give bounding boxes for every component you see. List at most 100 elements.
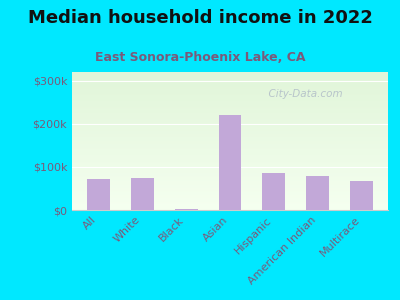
Bar bbox=[72, 151, 388, 152]
Bar bbox=[72, 129, 388, 130]
Bar bbox=[72, 189, 388, 191]
Bar bbox=[72, 75, 388, 76]
Bar bbox=[72, 167, 388, 169]
Bar bbox=[72, 196, 388, 198]
Bar bbox=[72, 148, 388, 149]
Bar bbox=[72, 206, 388, 207]
Bar bbox=[72, 79, 388, 80]
Bar bbox=[72, 164, 388, 166]
Bar bbox=[72, 133, 388, 134]
Bar bbox=[72, 169, 388, 170]
Bar bbox=[72, 184, 388, 185]
Bar bbox=[72, 106, 388, 108]
Bar bbox=[72, 100, 388, 101]
Bar bbox=[72, 178, 388, 180]
Bar bbox=[72, 90, 388, 91]
Bar bbox=[72, 194, 388, 195]
Bar bbox=[72, 88, 388, 90]
Bar bbox=[72, 94, 388, 95]
Bar bbox=[72, 87, 388, 88]
Bar bbox=[350, 181, 373, 210]
Bar bbox=[72, 145, 388, 146]
Bar bbox=[72, 177, 388, 178]
Bar bbox=[87, 179, 110, 210]
Bar bbox=[72, 185, 388, 187]
Bar bbox=[218, 115, 242, 210]
Bar bbox=[72, 192, 388, 194]
Bar bbox=[72, 199, 388, 200]
Bar bbox=[72, 97, 388, 98]
Bar bbox=[72, 187, 388, 188]
Bar bbox=[72, 104, 388, 105]
Bar bbox=[72, 131, 388, 133]
Bar bbox=[72, 166, 388, 167]
Bar bbox=[72, 176, 388, 177]
Bar bbox=[72, 188, 388, 189]
Bar bbox=[131, 178, 154, 210]
Bar bbox=[72, 142, 388, 144]
Bar bbox=[72, 203, 388, 205]
Bar bbox=[72, 127, 388, 129]
Bar bbox=[72, 123, 388, 124]
Bar bbox=[72, 180, 388, 181]
Bar bbox=[72, 181, 388, 182]
Bar bbox=[175, 209, 198, 210]
Bar bbox=[72, 86, 388, 87]
Bar bbox=[72, 160, 388, 162]
Bar bbox=[72, 173, 388, 174]
Bar bbox=[72, 108, 388, 109]
Bar bbox=[72, 170, 388, 171]
Bar bbox=[72, 182, 388, 184]
Bar bbox=[72, 156, 388, 158]
Bar bbox=[72, 202, 388, 203]
Bar bbox=[72, 137, 388, 138]
Bar bbox=[72, 111, 388, 112]
Bar bbox=[306, 176, 329, 210]
Bar bbox=[72, 101, 388, 102]
Bar bbox=[72, 115, 388, 116]
Bar bbox=[72, 112, 388, 113]
Bar bbox=[72, 162, 388, 163]
Bar bbox=[72, 72, 388, 74]
Bar bbox=[72, 138, 388, 140]
Bar bbox=[72, 102, 388, 104]
Bar bbox=[72, 105, 388, 106]
Bar bbox=[72, 82, 388, 83]
Bar bbox=[72, 146, 388, 148]
Bar bbox=[72, 208, 388, 210]
Bar bbox=[72, 134, 388, 136]
Bar bbox=[72, 80, 388, 82]
Bar bbox=[72, 77, 388, 79]
Text: Median household income in 2022: Median household income in 2022 bbox=[28, 9, 372, 27]
Bar bbox=[72, 171, 388, 173]
Bar bbox=[72, 124, 388, 126]
Bar bbox=[72, 163, 388, 164]
Bar bbox=[72, 95, 388, 97]
Bar bbox=[72, 119, 388, 120]
Bar bbox=[72, 205, 388, 206]
Bar bbox=[72, 91, 388, 93]
Bar bbox=[72, 130, 388, 131]
Bar bbox=[72, 159, 388, 160]
Bar bbox=[72, 118, 388, 119]
Bar bbox=[72, 116, 388, 118]
Bar bbox=[72, 158, 388, 159]
Bar bbox=[72, 84, 388, 86]
Bar bbox=[72, 98, 388, 100]
Bar bbox=[72, 144, 388, 145]
Bar bbox=[72, 200, 388, 202]
Bar bbox=[72, 153, 388, 155]
Bar bbox=[72, 152, 388, 153]
Bar bbox=[72, 136, 388, 137]
Bar bbox=[262, 173, 285, 210]
Bar bbox=[72, 198, 388, 199]
Bar bbox=[72, 140, 388, 141]
Bar bbox=[72, 76, 388, 77]
Bar bbox=[72, 109, 388, 111]
Bar bbox=[72, 120, 388, 122]
Bar bbox=[72, 93, 388, 94]
Text: East Sonora-Phoenix Lake, CA: East Sonora-Phoenix Lake, CA bbox=[95, 51, 305, 64]
Bar bbox=[72, 74, 388, 75]
Bar bbox=[72, 191, 388, 192]
Text: City-Data.com: City-Data.com bbox=[262, 89, 343, 99]
